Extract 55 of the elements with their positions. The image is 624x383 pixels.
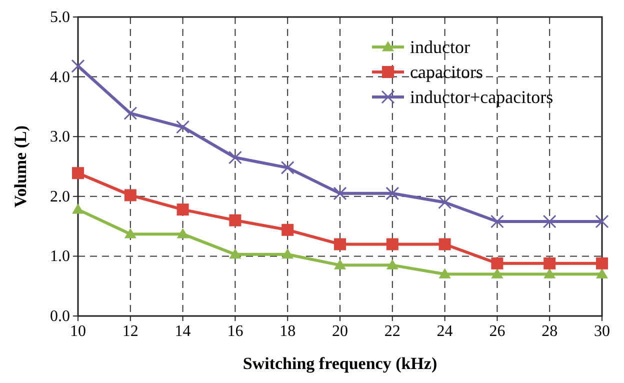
point [124, 189, 136, 202]
point [71, 59, 85, 73]
x-tick-label: 10 [70, 323, 86, 340]
x-tick-label: 30 [594, 323, 610, 340]
legend-label: capacitors [410, 62, 483, 82]
x-tick-label: 16 [227, 323, 244, 340]
x-tick-label: 12 [122, 323, 138, 340]
point [386, 186, 400, 200]
point [228, 150, 242, 164]
y-tick-label: 3.0 [50, 128, 70, 146]
x-tick-label: 28 [542, 323, 558, 340]
y-tick-label: 4.0 [50, 68, 70, 86]
legend-label: inductor [410, 37, 470, 57]
point [491, 268, 504, 278]
point [176, 120, 190, 134]
point [229, 248, 242, 259]
x-axis-title: Switching frequency (kHz) [242, 354, 438, 373]
point [544, 257, 556, 270]
point [124, 228, 136, 238]
point [596, 268, 608, 278]
y-tick-label: 2.0 [50, 188, 70, 206]
y-tick-label: 1.0 [50, 248, 70, 266]
point [72, 167, 84, 180]
point [176, 204, 189, 216]
point [438, 238, 451, 250]
y-axis-title: Volume (L) [11, 125, 30, 208]
point [124, 106, 138, 120]
point [490, 214, 504, 228]
point [491, 257, 504, 270]
point [386, 259, 398, 270]
point [596, 257, 608, 270]
legend-label: inductor+capacitors [410, 87, 554, 107]
x-tick-label: 26 [489, 323, 506, 340]
point [280, 160, 294, 174]
x-tick-label: 18 [280, 323, 296, 340]
point [282, 224, 294, 236]
point [334, 259, 346, 270]
x-tick-label: 14 [174, 323, 191, 340]
point [333, 186, 347, 200]
point [229, 214, 242, 226]
point [438, 196, 452, 210]
x-tick-label: 20 [332, 323, 348, 340]
point [595, 214, 609, 228]
y-tick-label: 5.0 [50, 9, 70, 26]
point [542, 214, 556, 228]
point [176, 228, 189, 238]
x-tick-label: 24 [436, 323, 453, 340]
point [334, 238, 346, 250]
point [72, 204, 84, 214]
point [544, 268, 556, 278]
y-tick-label: 0.0 [50, 308, 70, 325]
point [386, 238, 398, 250]
point [282, 248, 294, 259]
point [438, 268, 451, 278]
x-tick-label: 22 [384, 323, 400, 340]
